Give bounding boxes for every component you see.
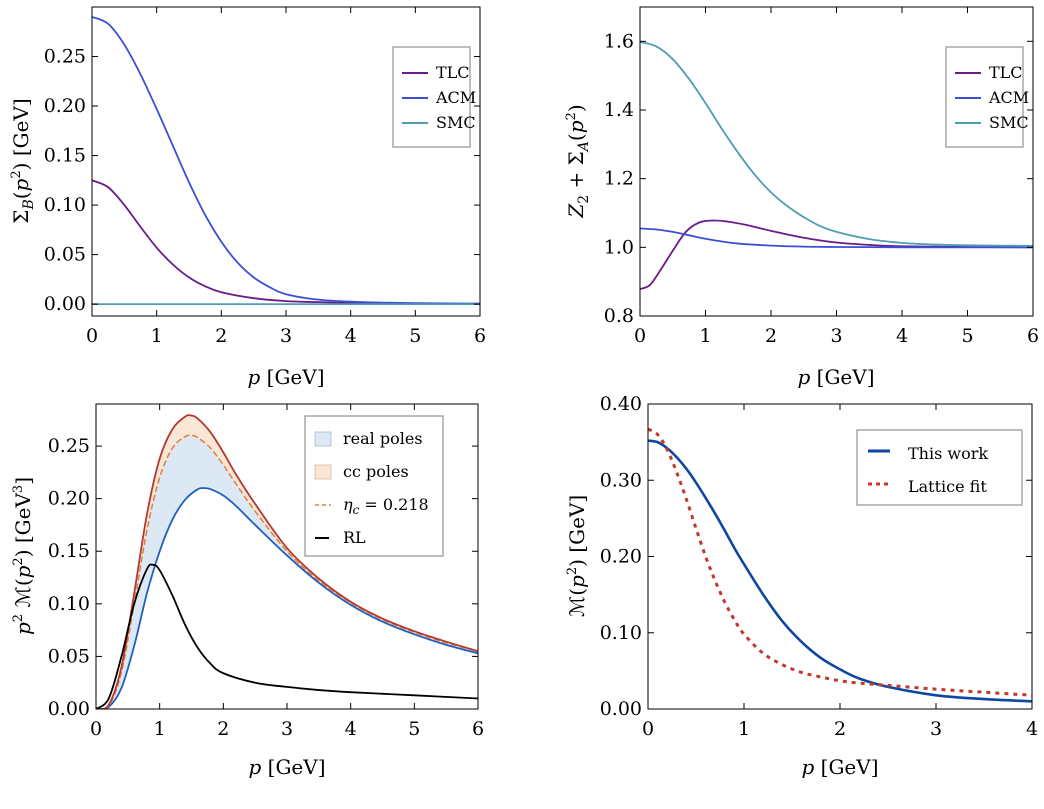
y-tick-label: 0.8 bbox=[604, 305, 634, 327]
x-tick-label: 3 bbox=[930, 718, 942, 740]
x-tick-label: 2 bbox=[215, 325, 227, 347]
x-axis-label: p [GeV] bbox=[801, 755, 878, 779]
svg-text:p [GeV]: p [GeV] bbox=[248, 755, 325, 779]
panel-z2-sigma-a: 0 1 2 3 4 5 6 0.8 1.0 1.2 1.4 1.6 Z2 + ΣA(p2) p [Ge… bbox=[564, 6, 1039, 389]
x-axis-label: p [GeV] bbox=[248, 755, 325, 779]
x-tick-label: 6 bbox=[1027, 325, 1039, 347]
y-tick-label: 0.30 bbox=[600, 469, 642, 491]
x-tick-label: 1 bbox=[154, 718, 166, 740]
x-tick-label: 3 bbox=[280, 325, 292, 347]
series-line-tlc bbox=[640, 219, 1033, 291]
y-tick-label: 0.40 bbox=[600, 393, 642, 415]
x-tick-label: 6 bbox=[474, 325, 486, 347]
legend: TLC ACM SMC bbox=[392, 46, 476, 148]
legend-label: cc poles bbox=[343, 462, 409, 481]
x-tick-label: 4 bbox=[345, 718, 357, 740]
legend-label: ACM bbox=[988, 88, 1029, 107]
panel-self-energy-b: 0 1 2 3 4 5 6 0.00 0.05 0.10 0.15 0.20 0.25 ΣB(p2) [… bbox=[9, 6, 486, 389]
legend-swatch bbox=[314, 464, 332, 480]
x-tick-label: 1 bbox=[738, 718, 750, 740]
x-tick-label: 5 bbox=[409, 325, 421, 347]
x-tick-label: 4 bbox=[345, 325, 357, 347]
legend-label: ACM bbox=[435, 88, 476, 107]
svg-text:ℳ(p2) [GeV]: ℳ(p2) [GeV] bbox=[565, 495, 589, 617]
y-tick-label: 0.10 bbox=[48, 593, 90, 615]
y-tick-label: 0.25 bbox=[48, 435, 90, 457]
x-tick-label: 0 bbox=[634, 325, 646, 347]
y-tick-label: 0.05 bbox=[48, 645, 90, 667]
svg-text:p2 ℳ(p2) [GeV3]: p2 ℳ(p2) [GeV3] bbox=[11, 477, 35, 635]
svg-text:ΣB(p2) [GeV]: ΣB(p2) [GeV] bbox=[9, 98, 37, 223]
legend-label: SMC bbox=[989, 113, 1029, 132]
series-line-smc bbox=[640, 41, 1033, 247]
series-line-acm bbox=[640, 227, 1033, 249]
series-line-rl bbox=[96, 563, 478, 709]
x-tick-label: 3 bbox=[281, 718, 293, 740]
x-tick-label: 5 bbox=[961, 325, 973, 347]
x-axis-label: p [GeV] bbox=[247, 365, 324, 389]
y-axis-label: p2 ℳ(p2) [GeV3] bbox=[11, 477, 35, 635]
legend-label: TLC bbox=[436, 63, 470, 82]
x-tick-label: 6 bbox=[472, 718, 484, 740]
x-tick-label: 5 bbox=[408, 718, 420, 740]
y-tick-label: 1.4 bbox=[604, 99, 634, 121]
y-tick-label: 0.00 bbox=[48, 698, 90, 720]
y-axis-label: ΣB(p2) [GeV] bbox=[9, 98, 37, 223]
x-tick-label: 4 bbox=[1026, 718, 1038, 740]
y-tick-label: 0.10 bbox=[44, 194, 86, 216]
x-tick-label: 1 bbox=[151, 325, 163, 347]
series-line-upper bbox=[96, 414, 478, 709]
legend-label: SMC bbox=[436, 113, 476, 132]
panel-mass-function-p2: 0 1 2 3 4 5 6 0.00 0.05 0.10 0.15 0.20 0.25 p2 ℳ(p2)… bbox=[11, 403, 484, 779]
legend-label: ηc = 0.218 bbox=[343, 495, 429, 517]
y-tick-label: 0.20 bbox=[44, 95, 86, 117]
y-tick-label: 0.05 bbox=[44, 244, 86, 266]
y-tick-label: 0.15 bbox=[48, 540, 90, 562]
legend-label: Lattice fit bbox=[908, 477, 987, 496]
y-tick-label: 0.25 bbox=[44, 46, 86, 68]
series-line-lower bbox=[96, 487, 478, 709]
x-tick-label: 4 bbox=[896, 325, 908, 347]
y-axis-label: ℳ(p2) [GeV] bbox=[565, 495, 589, 617]
y-tick-label: 1.6 bbox=[604, 30, 634, 52]
x-tick-label: 3 bbox=[830, 325, 842, 347]
series-line-this-work bbox=[648, 439, 1032, 703]
x-tick-label: 1 bbox=[699, 325, 711, 347]
legend-label: RL bbox=[343, 528, 366, 547]
svg-text:p [GeV]: p [GeV] bbox=[801, 755, 878, 779]
y-tick-label: 0.10 bbox=[600, 622, 642, 644]
y-tick-label: 1.2 bbox=[604, 168, 634, 190]
y-tick-label: 0.20 bbox=[48, 488, 90, 510]
legend: TLC ACM SMC bbox=[945, 46, 1029, 148]
legend: real poles cc poles ηc = 0.218 RL bbox=[304, 415, 444, 557]
legend-box bbox=[856, 429, 1023, 506]
x-axis-label: p [GeV] bbox=[797, 365, 874, 389]
x-tick-label: 0 bbox=[642, 718, 654, 740]
y-tick-label: 0.00 bbox=[600, 698, 642, 720]
series-line-dashed bbox=[96, 434, 478, 709]
legend-label: TLC bbox=[989, 63, 1023, 82]
legend-swatch bbox=[314, 431, 332, 447]
series-line-acm bbox=[92, 16, 480, 305]
x-tick-label: 2 bbox=[217, 718, 229, 740]
x-tick-label: 2 bbox=[765, 325, 777, 347]
svg-text:p [GeV]: p [GeV] bbox=[247, 365, 324, 389]
y-tick-label: 1.0 bbox=[604, 236, 634, 258]
svg-text:p [GeV]: p [GeV] bbox=[797, 365, 874, 389]
panel-mass-function: 0 1 2 3 4 0.00 0.10 0.20 0.30 0.40 ℳ(p2) [GeV] p … bbox=[565, 393, 1038, 779]
x-tick-label: 2 bbox=[834, 718, 846, 740]
y-axis-label: Z2 + ΣA(p2) bbox=[564, 104, 592, 218]
x-tick-label: 0 bbox=[90, 718, 102, 740]
legend-label: This work bbox=[908, 444, 988, 463]
legend: This work Lattice fit bbox=[856, 429, 1023, 506]
x-tick-label: 0 bbox=[86, 325, 98, 347]
y-tick-label: 0.15 bbox=[44, 145, 86, 167]
y-tick-label: 0.20 bbox=[600, 546, 642, 568]
series-line-tlc bbox=[92, 179, 480, 305]
y-tick-label: 0.00 bbox=[44, 293, 86, 315]
legend-label: real poles bbox=[343, 429, 423, 448]
svg-text:Z2 + ΣA(p2): Z2 + ΣA(p2) bbox=[564, 104, 592, 218]
